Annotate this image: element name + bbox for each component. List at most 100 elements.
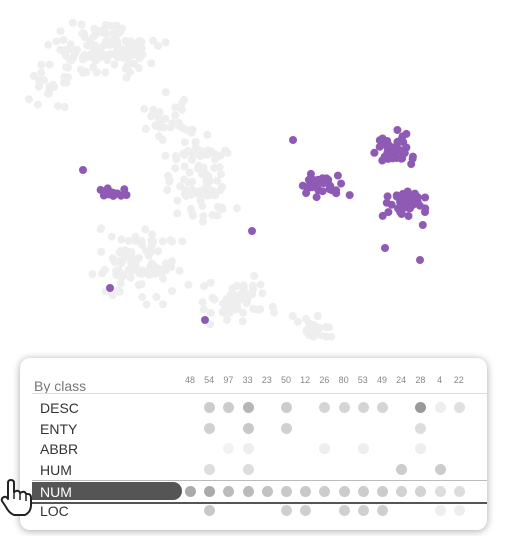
highlighted-point [402,201,411,210]
highlighted-point [79,166,87,174]
selected-row-highlight [32,482,182,500]
class-dot[interactable] [204,486,216,497]
class-dot[interactable] [185,486,196,497]
background-point [138,293,147,302]
background-point [163,185,172,194]
class-dot[interactable] [281,486,292,497]
class-row-hum[interactable]: HUM [20,460,487,480]
class-row-loc[interactable]: LOC [20,501,487,521]
background-point [161,151,170,160]
class-dot[interactable] [357,443,369,454]
background-point [137,37,146,46]
background-point [149,105,158,114]
highlighted-point [383,143,392,152]
class-dot[interactable] [357,486,369,497]
class-dot[interactable] [338,504,350,516]
background-point [142,247,151,255]
class-dot[interactable] [204,463,216,475]
class-dot[interactable] [242,463,254,475]
class-dot[interactable] [377,486,388,497]
background-point [161,88,170,97]
class-dot[interactable] [242,402,254,413]
class-dot[interactable] [319,443,331,454]
class-dot[interactable] [415,486,427,497]
class-dot[interactable] [357,402,369,413]
background-point [35,82,44,91]
class-dot[interactable] [242,486,254,497]
class-dot[interactable] [223,443,235,454]
class-dot[interactable] [261,486,273,497]
background-point [216,151,225,160]
highlighted-point [394,192,402,201]
class-dot[interactable] [242,422,254,434]
class-dot[interactable] [281,402,292,413]
class-dot[interactable] [204,422,216,434]
highlighted-point [407,191,416,200]
class-label: DESC [40,400,79,416]
background-point [68,18,77,27]
background-point [119,271,128,280]
background-point [127,252,136,261]
class-row-abbr[interactable]: ABBR [20,439,487,459]
background-point [149,36,158,45]
class-dot[interactable] [415,422,427,434]
class-dot[interactable] [434,402,446,413]
class-dot[interactable] [453,504,465,516]
background-point [123,61,132,70]
background-point [256,280,265,289]
class-dot[interactable] [223,486,235,497]
class-dot[interactable] [357,504,369,516]
class-row-enty[interactable]: ENTY [20,419,487,439]
highlighted-point [384,154,393,163]
background-point [73,45,81,54]
class-dot[interactable] [415,443,427,454]
class-dot[interactable] [434,463,446,475]
highlighted-point [393,137,402,146]
background-point [159,274,167,283]
background-point [134,64,143,73]
class-dot[interactable] [338,486,350,497]
class-dot[interactable] [281,504,292,516]
background-point [201,187,210,196]
background-point [288,312,297,320]
class-dot[interactable] [453,402,465,413]
class-dot[interactable] [434,486,446,497]
class-label: ABBR [40,441,79,457]
background-point [210,163,219,172]
background-point [154,247,163,256]
background-point [56,27,65,36]
class-dot[interactable] [434,504,446,516]
class-row-desc[interactable]: DESC [20,398,487,418]
background-point [199,212,208,221]
background-point [137,280,146,289]
class-dot[interactable] [204,402,216,413]
class-dot[interactable] [377,504,388,516]
class-dot[interactable] [396,486,408,497]
background-point [37,60,46,69]
background-point [239,308,248,317]
class-dot[interactable] [319,486,331,497]
class-dot[interactable] [204,504,216,516]
class-dot[interactable] [242,443,254,454]
background-point [155,108,164,117]
highlighted-point [378,211,387,220]
class-label: ENTY [40,420,78,437]
class-row-num[interactable]: NUM [20,480,487,504]
class-dot[interactable] [377,402,388,413]
column-count: 24 [396,375,407,385]
background-point [168,287,176,295]
class-dot[interactable] [281,422,292,434]
class-dot[interactable] [319,402,331,413]
column-count: 28 [415,375,426,385]
highlighted-point [370,148,379,157]
class-dot[interactable] [223,402,235,413]
highlighted-point [248,227,256,235]
class-dot[interactable] [396,463,408,475]
class-dot[interactable] [300,486,312,497]
class-dot[interactable] [300,504,312,516]
class-dot[interactable] [338,402,350,413]
class-dot[interactable] [415,402,427,413]
class-label: HUM [40,461,72,478]
class-dot[interactable] [453,486,465,497]
background-point [115,287,124,296]
